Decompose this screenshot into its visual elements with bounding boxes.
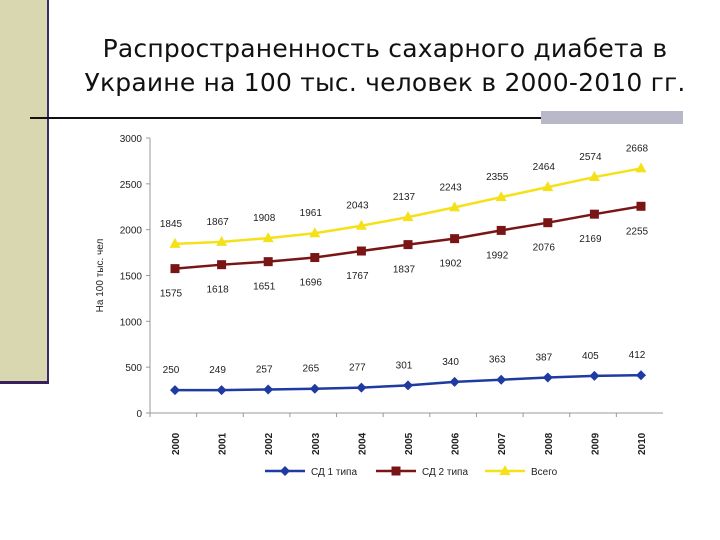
slide-title: Распространенность сахарного диабета в У… [84, 34, 686, 97]
data-label: 363 [489, 355, 506, 366]
legend-marker-triangle [499, 465, 511, 475]
series-line-3 [174, 167, 642, 246]
data-point-square [263, 257, 273, 267]
data-label: 2668 [626, 143, 649, 154]
data-label: 2043 [346, 201, 369, 212]
y-tick-label: 1500 [120, 272, 143, 283]
data-label: 1908 [253, 213, 276, 224]
data-point-square [543, 218, 553, 228]
data-label: 1845 [160, 219, 183, 230]
data-label: 1992 [486, 250, 509, 261]
data-label: 1696 [300, 278, 323, 289]
data-label: 2255 [626, 226, 649, 237]
x-tick-label: 2000 [171, 432, 182, 455]
legend-label: Всего [531, 467, 558, 478]
data-point-triangle [542, 181, 554, 192]
data-label: 2169 [579, 234, 602, 245]
data-label: 1618 [206, 285, 229, 296]
data-point-triangle [262, 232, 274, 243]
data-label: 340 [442, 357, 459, 368]
chart-area: 0 500 1000 1500 2000 2500 3000 На 100 тыс. чел 2… [73, 124, 683, 488]
data-point-square [450, 234, 460, 244]
data-label: 1575 [160, 289, 183, 300]
data-point-square [217, 260, 227, 270]
data-point-triangle [635, 162, 647, 173]
data-label: 249 [209, 365, 226, 376]
data-point-triangle [495, 191, 507, 202]
data-point-diamond [496, 374, 507, 385]
title-accent-block [541, 111, 683, 125]
data-point-triangle [355, 219, 367, 230]
legend-marker-diamond [280, 466, 290, 476]
y-tick-label: 0 [136, 409, 142, 420]
data-label: 2076 [533, 243, 556, 254]
data-point-square [310, 253, 320, 263]
y-tick-label: 2500 [120, 180, 143, 191]
data-label: 387 [535, 353, 552, 364]
data-label: 301 [396, 360, 413, 371]
x-tick-label: 2006 [451, 432, 462, 455]
x-tick-label: 2010 [637, 432, 648, 455]
data-label: 1867 [206, 217, 229, 228]
data-point-diamond [356, 382, 367, 393]
data-point-diamond [403, 380, 413, 391]
y-tick-label: 500 [125, 363, 142, 374]
data-point-diamond [636, 370, 646, 381]
x-tick-label: 2007 [497, 432, 508, 455]
data-label: 2355 [486, 172, 509, 183]
data-point-triangle [402, 211, 414, 222]
data-point-triangle [169, 237, 181, 248]
data-point-diamond [309, 383, 320, 394]
y-tick-label: 3000 [120, 134, 143, 145]
data-label: 1961 [300, 208, 323, 219]
x-tick-label: 2008 [544, 432, 555, 455]
data-point-triangle [588, 171, 600, 182]
data-label: 257 [256, 364, 273, 375]
data-label: 2574 [579, 152, 602, 163]
line-chart: 0 500 1000 1500 2000 2500 3000 На 100 тыс. чел 2… [95, 134, 663, 478]
data-label: 1651 [253, 282, 276, 293]
y-axis-label: На 100 тыс. чел [95, 239, 106, 313]
data-point-diamond [216, 385, 227, 396]
data-label: 2464 [533, 162, 556, 173]
left-accent-bar [0, 0, 49, 382]
data-point-diamond [449, 376, 460, 387]
x-tick-label: 2004 [357, 432, 368, 455]
data-point-diamond [589, 370, 600, 381]
data-label: 2137 [393, 192, 416, 203]
x-tick-label: 2005 [404, 432, 415, 455]
data-point-triangle [216, 235, 228, 246]
data-point-diamond [170, 385, 180, 396]
data-label: 1837 [393, 265, 416, 276]
legend-label: СД 2 типа [422, 467, 468, 478]
data-label: 2243 [439, 182, 462, 193]
data-label: 405 [582, 351, 599, 362]
x-tick-label: 2002 [264, 432, 275, 455]
data-label: 412 [629, 350, 646, 361]
legend-label: СД 1 типа [311, 467, 357, 478]
data-point-triangle [449, 201, 461, 212]
data-point-square [496, 225, 506, 235]
data-label: 1767 [346, 271, 369, 282]
data-point-square [403, 240, 413, 250]
data-point-diamond [542, 372, 553, 383]
data-point-diamond [263, 384, 274, 395]
x-tick-label: 2003 [311, 432, 322, 455]
data-point-triangle [309, 227, 321, 238]
data-point-square [636, 201, 646, 211]
data-label: 250 [163, 365, 180, 376]
y-tick-label: 1000 [120, 317, 143, 328]
data-label: 265 [302, 364, 319, 375]
x-tick-label: 2009 [590, 432, 601, 455]
data-point-square [356, 246, 366, 256]
x-tick-label: 2001 [218, 432, 229, 455]
left-accent-rule [0, 381, 49, 384]
legend-marker-square [391, 466, 401, 476]
data-point-square [589, 209, 599, 219]
title-divider [30, 117, 683, 119]
y-tick-label: 2000 [120, 226, 143, 237]
data-label: 277 [349, 363, 366, 374]
data-point-square [170, 264, 180, 274]
data-label: 1902 [439, 259, 462, 270]
